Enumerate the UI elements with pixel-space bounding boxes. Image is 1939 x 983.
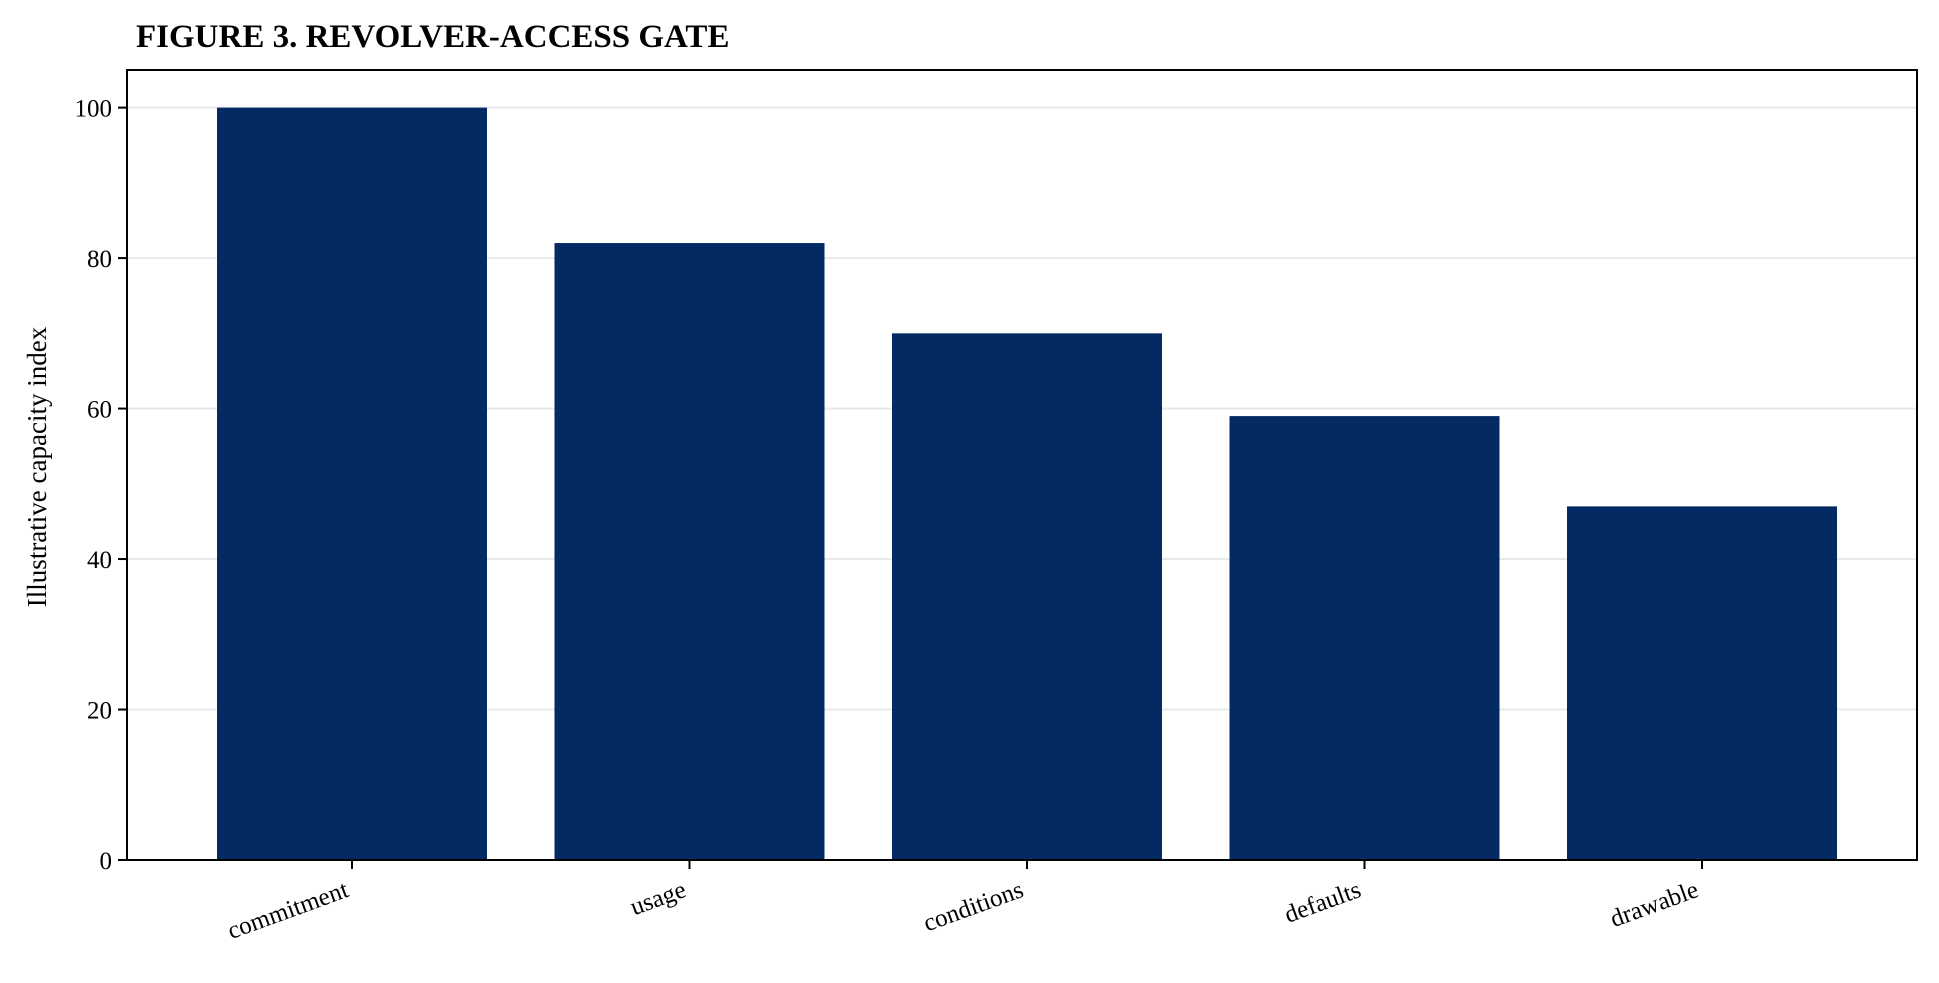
x-tick-label: defaults [1281,876,1365,928]
x-tick-label: usage [627,876,690,921]
plot-frame [126,69,1918,861]
y-tick-label: 20 [87,698,112,725]
bar-defaults [1229,416,1500,860]
y-tick-label: 0 [100,848,113,875]
x-tick-label: commitment [224,876,352,945]
x-axis-ticks: commitment usage conditions defaults drawabl… [224,860,1703,945]
y-tick-label: 60 [87,397,112,424]
y-axis-ticks: 0 20 40 60 80 100 [75,96,127,875]
bar-usage [554,243,825,861]
x-tick-label: drawable [1607,876,1702,933]
bars [217,107,1837,861]
chart-title: FIGURE 3. REVOLVER-ACCESS GATE [136,19,729,55]
bar-conditions [892,333,1162,860]
bar-commitment [217,107,487,861]
y-tick-label: 100 [75,96,113,123]
y-tick-label: 80 [87,246,112,273]
y-axis-label: Illustrative capacity index [22,326,52,607]
y-tick-label: 40 [87,547,112,574]
x-tick-label: conditions [920,876,1027,937]
bar-drawable [1567,506,1837,860]
